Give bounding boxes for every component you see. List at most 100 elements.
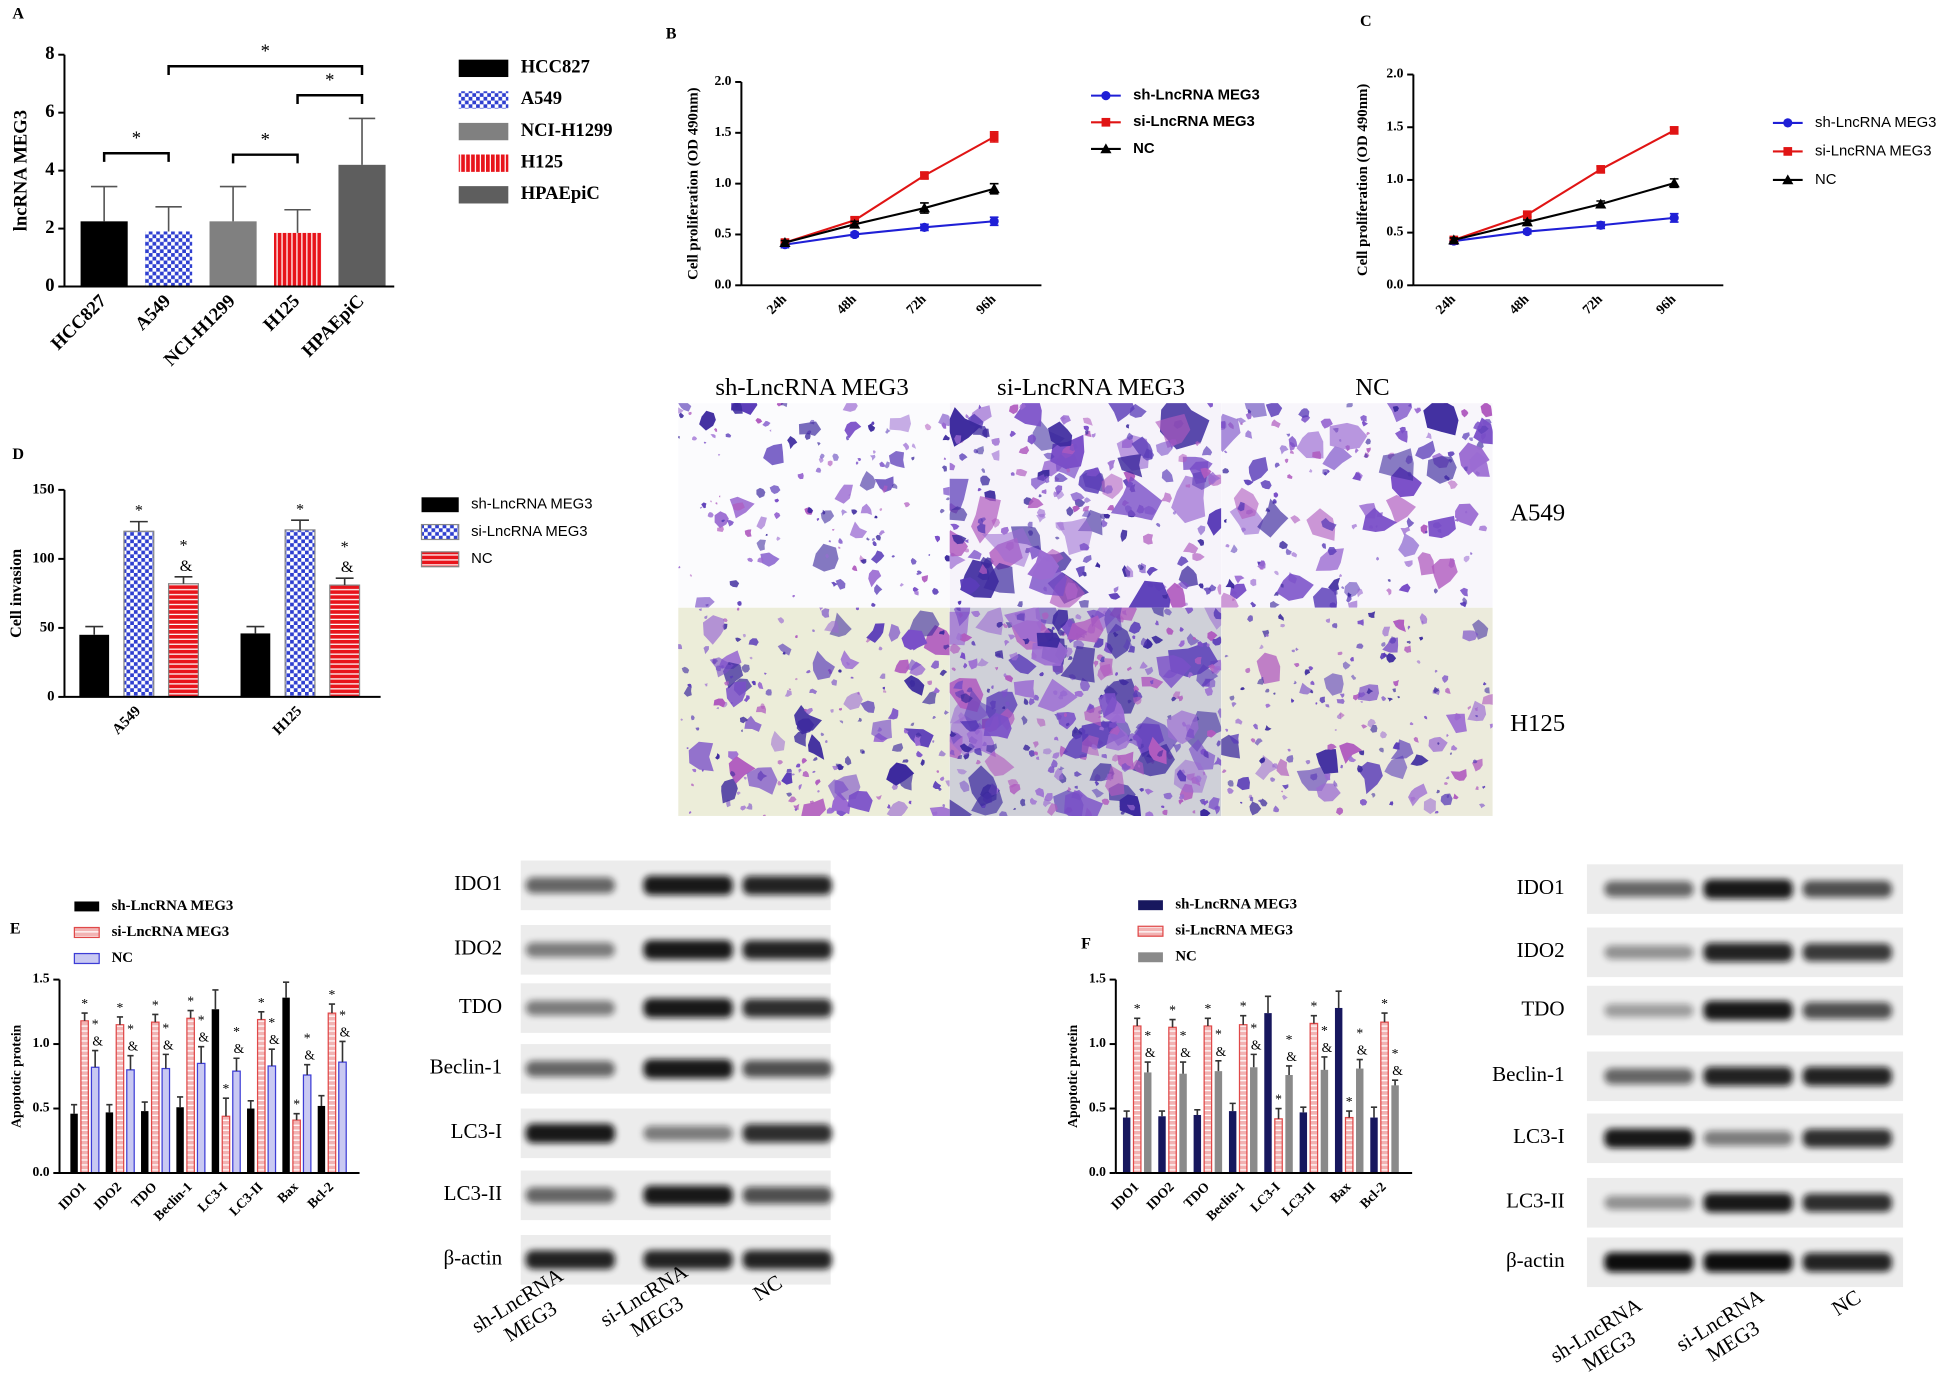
stained-cell: [1469, 551, 1473, 555]
stained-cell: [1342, 661, 1351, 670]
stained-cell: [793, 731, 807, 747]
stained-cell: [1240, 687, 1245, 691]
stained-cell: [872, 540, 877, 547]
stained-cell: [1085, 429, 1089, 435]
stained-cell: [1445, 713, 1467, 734]
protein-label: IDO1: [1517, 875, 1565, 899]
stained-cell: [870, 550, 885, 564]
panel-letter: D: [12, 446, 24, 463]
stained-cell: [692, 436, 698, 441]
stained-cell: [747, 557, 754, 563]
stained-cell: [707, 511, 714, 518]
blot-band: [1604, 1252, 1694, 1273]
stained-cell: [899, 582, 904, 587]
stained-cell: [1217, 707, 1222, 718]
legend-label: si-LncRNA MEG3: [471, 524, 587, 540]
stained-cell: [1136, 504, 1145, 514]
stained-cell: [1213, 756, 1222, 766]
stained-cell: [1036, 718, 1046, 727]
stained-cell: [831, 581, 839, 587]
stained-cell: [1041, 489, 1047, 495]
stained-cell: [832, 453, 839, 461]
stained-cell: [1395, 429, 1408, 443]
stained-cell: [1008, 404, 1019, 415]
stained-cell: [1096, 654, 1104, 661]
bar: [90, 1066, 100, 1174]
bar: [1299, 1112, 1308, 1173]
stained-cell: [763, 672, 767, 675]
stained-cell: [725, 433, 732, 438]
stained-cell: [859, 749, 865, 755]
stained-cell: [1400, 526, 1411, 536]
stained-cell: [1094, 562, 1101, 568]
significance-label: *: [1215, 1027, 1222, 1042]
stained-cell: [1408, 783, 1428, 807]
stained-cell: [1107, 505, 1115, 511]
stained-cell: [959, 633, 973, 642]
stained-cell: [875, 794, 882, 800]
micrograph: [1221, 607, 1493, 816]
stained-cell: [812, 629, 816, 633]
stained-cell: [1042, 748, 1052, 755]
bar: [338, 1061, 347, 1174]
protein-label: β-actin: [1506, 1248, 1565, 1272]
stained-cell: [1051, 626, 1055, 630]
error-bar: [1285, 1065, 1293, 1076]
stained-cell: [774, 512, 781, 520]
stained-cell: [809, 688, 818, 695]
data-point: [1669, 126, 1679, 135]
stained-cell: [1312, 587, 1338, 608]
stained-cell: [1234, 575, 1245, 584]
stained-cell: [882, 686, 886, 690]
bar: [80, 221, 128, 287]
stained-cell: [1093, 637, 1104, 648]
stained-cell: [1183, 542, 1199, 555]
bar: [211, 1009, 220, 1173]
stained-cell: [717, 453, 721, 457]
stained-cell: [816, 442, 821, 446]
stained-cell: [844, 755, 852, 766]
stained-cell: [1378, 747, 1384, 753]
stained-cell: [791, 773, 795, 776]
stained-cell: [869, 454, 876, 461]
stained-cell: [1004, 639, 1010, 647]
stained-cell: [932, 780, 942, 790]
y-tick-label: 0.5: [33, 1100, 50, 1115]
stained-cell: [1054, 736, 1059, 741]
stained-cell: [871, 719, 893, 741]
stained-cell: [875, 534, 881, 541]
data-point: [1669, 213, 1679, 223]
stained-cell: [1325, 618, 1331, 623]
stained-cell: [1038, 493, 1042, 498]
stained-cell: [756, 539, 766, 551]
stained-cell: [1265, 688, 1270, 693]
stained-cell: [731, 403, 743, 414]
stained-cell: [1091, 432, 1096, 438]
stained-cell: [1214, 805, 1220, 815]
stained-cell: [1163, 608, 1172, 616]
stained-cell: [1451, 744, 1458, 751]
stained-cell: [1101, 518, 1108, 528]
stained-cell: [1217, 584, 1222, 595]
x-tick-label: LC3-II: [1279, 1179, 1319, 1219]
stained-cell: [1273, 692, 1276, 695]
stained-cell: [1387, 697, 1394, 702]
data-point: [1596, 165, 1606, 174]
stained-cell: [1475, 786, 1479, 791]
x-tick-label: IDO1: [55, 1179, 89, 1213]
stained-cell: [1339, 693, 1345, 699]
x-tick-label: Bcl-2: [304, 1179, 336, 1211]
y-axis-label: Cell proliferation (OD 490nm): [686, 87, 702, 280]
stained-cell: [1279, 445, 1289, 455]
column-label: si-LncRNA MEG3: [997, 374, 1185, 401]
blot-band: [1604, 1195, 1694, 1210]
stained-cell: [1057, 629, 1065, 636]
row-label: H125: [1510, 710, 1565, 737]
stained-cell: [715, 753, 720, 760]
bar: [115, 1024, 125, 1174]
stained-cell: [807, 734, 825, 760]
stained-cell: [1358, 750, 1365, 756]
stained-cell: [798, 784, 803, 791]
stained-cell: [1272, 498, 1277, 504]
x-tick-label: 72h: [903, 291, 929, 317]
